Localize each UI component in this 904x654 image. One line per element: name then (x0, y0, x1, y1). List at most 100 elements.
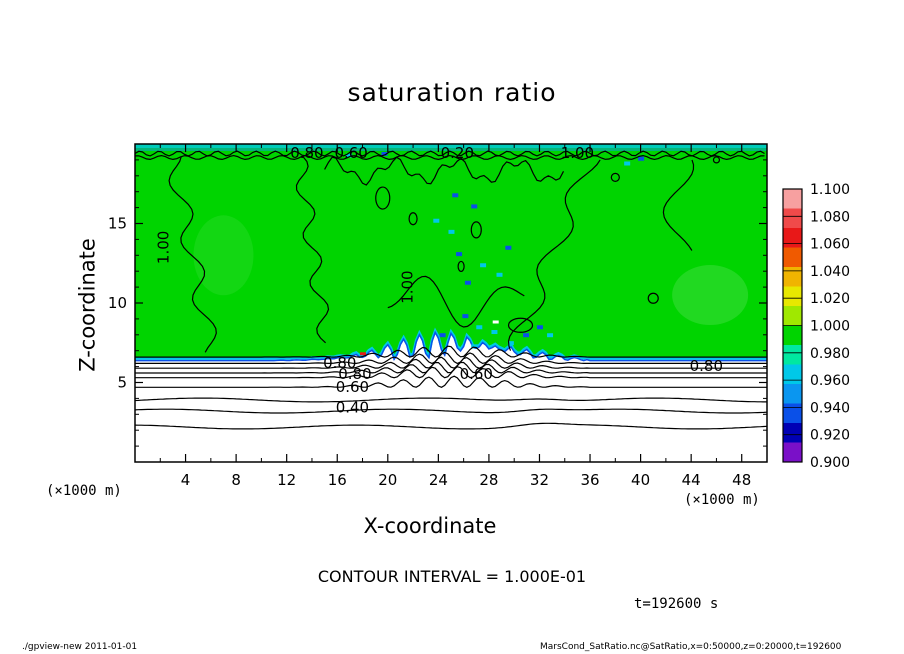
contour-line (135, 351, 767, 365)
contour-label: 1.00 (561, 144, 594, 162)
colorbar-segment (783, 325, 802, 346)
contour-label: 0.80 (338, 365, 371, 383)
x-tick-label: 28 (479, 471, 498, 489)
contour-line (135, 150, 765, 157)
colorbar-label: 1.000 (810, 319, 850, 335)
footer-left: ./gpview-new 2011-01-01 (22, 642, 138, 652)
colorbar-segment (783, 345, 802, 365)
field-speck (491, 330, 498, 335)
contour-loop (647, 292, 659, 304)
field-speck (471, 344, 478, 349)
contour-line (324, 156, 565, 186)
contour-label: 0.80 (290, 144, 323, 162)
y-tick-label: 10 (108, 294, 127, 312)
contour-line (662, 159, 695, 251)
contour-line (135, 375, 767, 388)
contour-line (135, 422, 767, 430)
colorbar-label: 0.900 (810, 455, 850, 471)
contour-line (135, 154, 765, 161)
contour-line (295, 156, 330, 344)
colorbar-segment (783, 208, 802, 229)
field-speck (473, 349, 484, 356)
y-tick-label: 5 (117, 374, 127, 392)
colorbar-label: 1.040 (810, 264, 850, 280)
y-tick-label: 15 (108, 215, 127, 233)
contour-line (135, 356, 767, 369)
field-speck (359, 352, 366, 356)
colorbar-label: 0.960 (810, 373, 850, 389)
x-tick-label: 4 (181, 471, 191, 489)
colorbar-segment (783, 403, 802, 424)
field-speck (433, 218, 440, 223)
contour-label: 0.80 (323, 354, 356, 372)
contour-line (135, 408, 767, 414)
contour-interval-label: CONTOUR INTERVAL = 1.000E-01 (317, 567, 587, 586)
colorbar-segment (783, 442, 802, 463)
field-speck (464, 280, 471, 285)
field-speck (496, 272, 503, 277)
colorbar-segment (783, 228, 802, 248)
colorbar-segment (783, 384, 802, 404)
footer-right: MarsCond_SatRatio.nc@SatRatio,x=0:50000,… (540, 642, 842, 652)
field-top-band (135, 144, 767, 148)
field-speck (492, 320, 499, 324)
contour-label: 0.40 (336, 398, 369, 416)
contour-line (135, 345, 767, 358)
field-speck (624, 161, 631, 166)
y-axis-label: Z-coordinate (75, 238, 100, 372)
colorbar-segment (783, 267, 802, 287)
x-tick-label: 12 (277, 471, 296, 489)
colorbar-segment (783, 364, 802, 385)
contour-label: 0.60 (336, 378, 369, 396)
colorbar-segment (783, 286, 802, 307)
field-top-band (135, 148, 767, 151)
contour-loop (507, 317, 534, 333)
contour-label: 1.00 (399, 270, 417, 303)
field-speck (480, 263, 487, 268)
contour-line (168, 156, 217, 353)
x-tick-label: 24 (429, 471, 448, 489)
x-tick-label: 36 (580, 471, 599, 489)
x-axis-label: X-coordinate (363, 514, 497, 538)
contour-label: 1.00 (155, 231, 173, 264)
colorbar-label: 0.940 (810, 400, 850, 416)
field-speck (476, 325, 483, 330)
colorbar-segment (783, 247, 802, 268)
time-label: t=192600 s (634, 596, 719, 612)
field-green-region (135, 144, 767, 359)
field-speck (452, 193, 459, 198)
field-patch (672, 265, 749, 326)
field-speck (547, 333, 554, 338)
colorbar-label: 1.060 (810, 237, 850, 253)
colorbar-segment (783, 189, 802, 209)
contour-loop (610, 172, 620, 182)
contour-label: 0.60 (460, 365, 493, 383)
field-edge-blue (135, 330, 767, 362)
contour-loop (375, 186, 391, 210)
field-speck (381, 151, 388, 156)
contour-loop (712, 156, 721, 164)
colorbar-label: 0.980 (810, 346, 850, 362)
field-speck (638, 156, 645, 161)
field-speck (536, 325, 543, 330)
contour-loop (470, 221, 482, 239)
colorbar-label: 1.100 (810, 182, 850, 198)
field-speck (346, 153, 353, 158)
contour-loop (457, 260, 465, 273)
x-tick-label: 16 (328, 471, 347, 489)
field-edge-cyan (135, 327, 767, 361)
x-tick-label: 44 (682, 471, 701, 489)
field-speck (507, 341, 514, 346)
field-speck (462, 314, 469, 319)
z-unit-label: (×1000 m) (46, 483, 122, 499)
x-tick-label: 20 (378, 471, 397, 489)
contour-line (135, 366, 767, 379)
contour-label: 0.60 (334, 144, 367, 162)
field-speck (505, 245, 512, 250)
x-unit-label: (×1000 m) (684, 492, 760, 508)
chart-title: saturation ratio (347, 78, 557, 107)
colorbar-label: 0.920 (810, 428, 850, 444)
field-speck (439, 333, 446, 338)
colorbar-segment (783, 423, 802, 443)
